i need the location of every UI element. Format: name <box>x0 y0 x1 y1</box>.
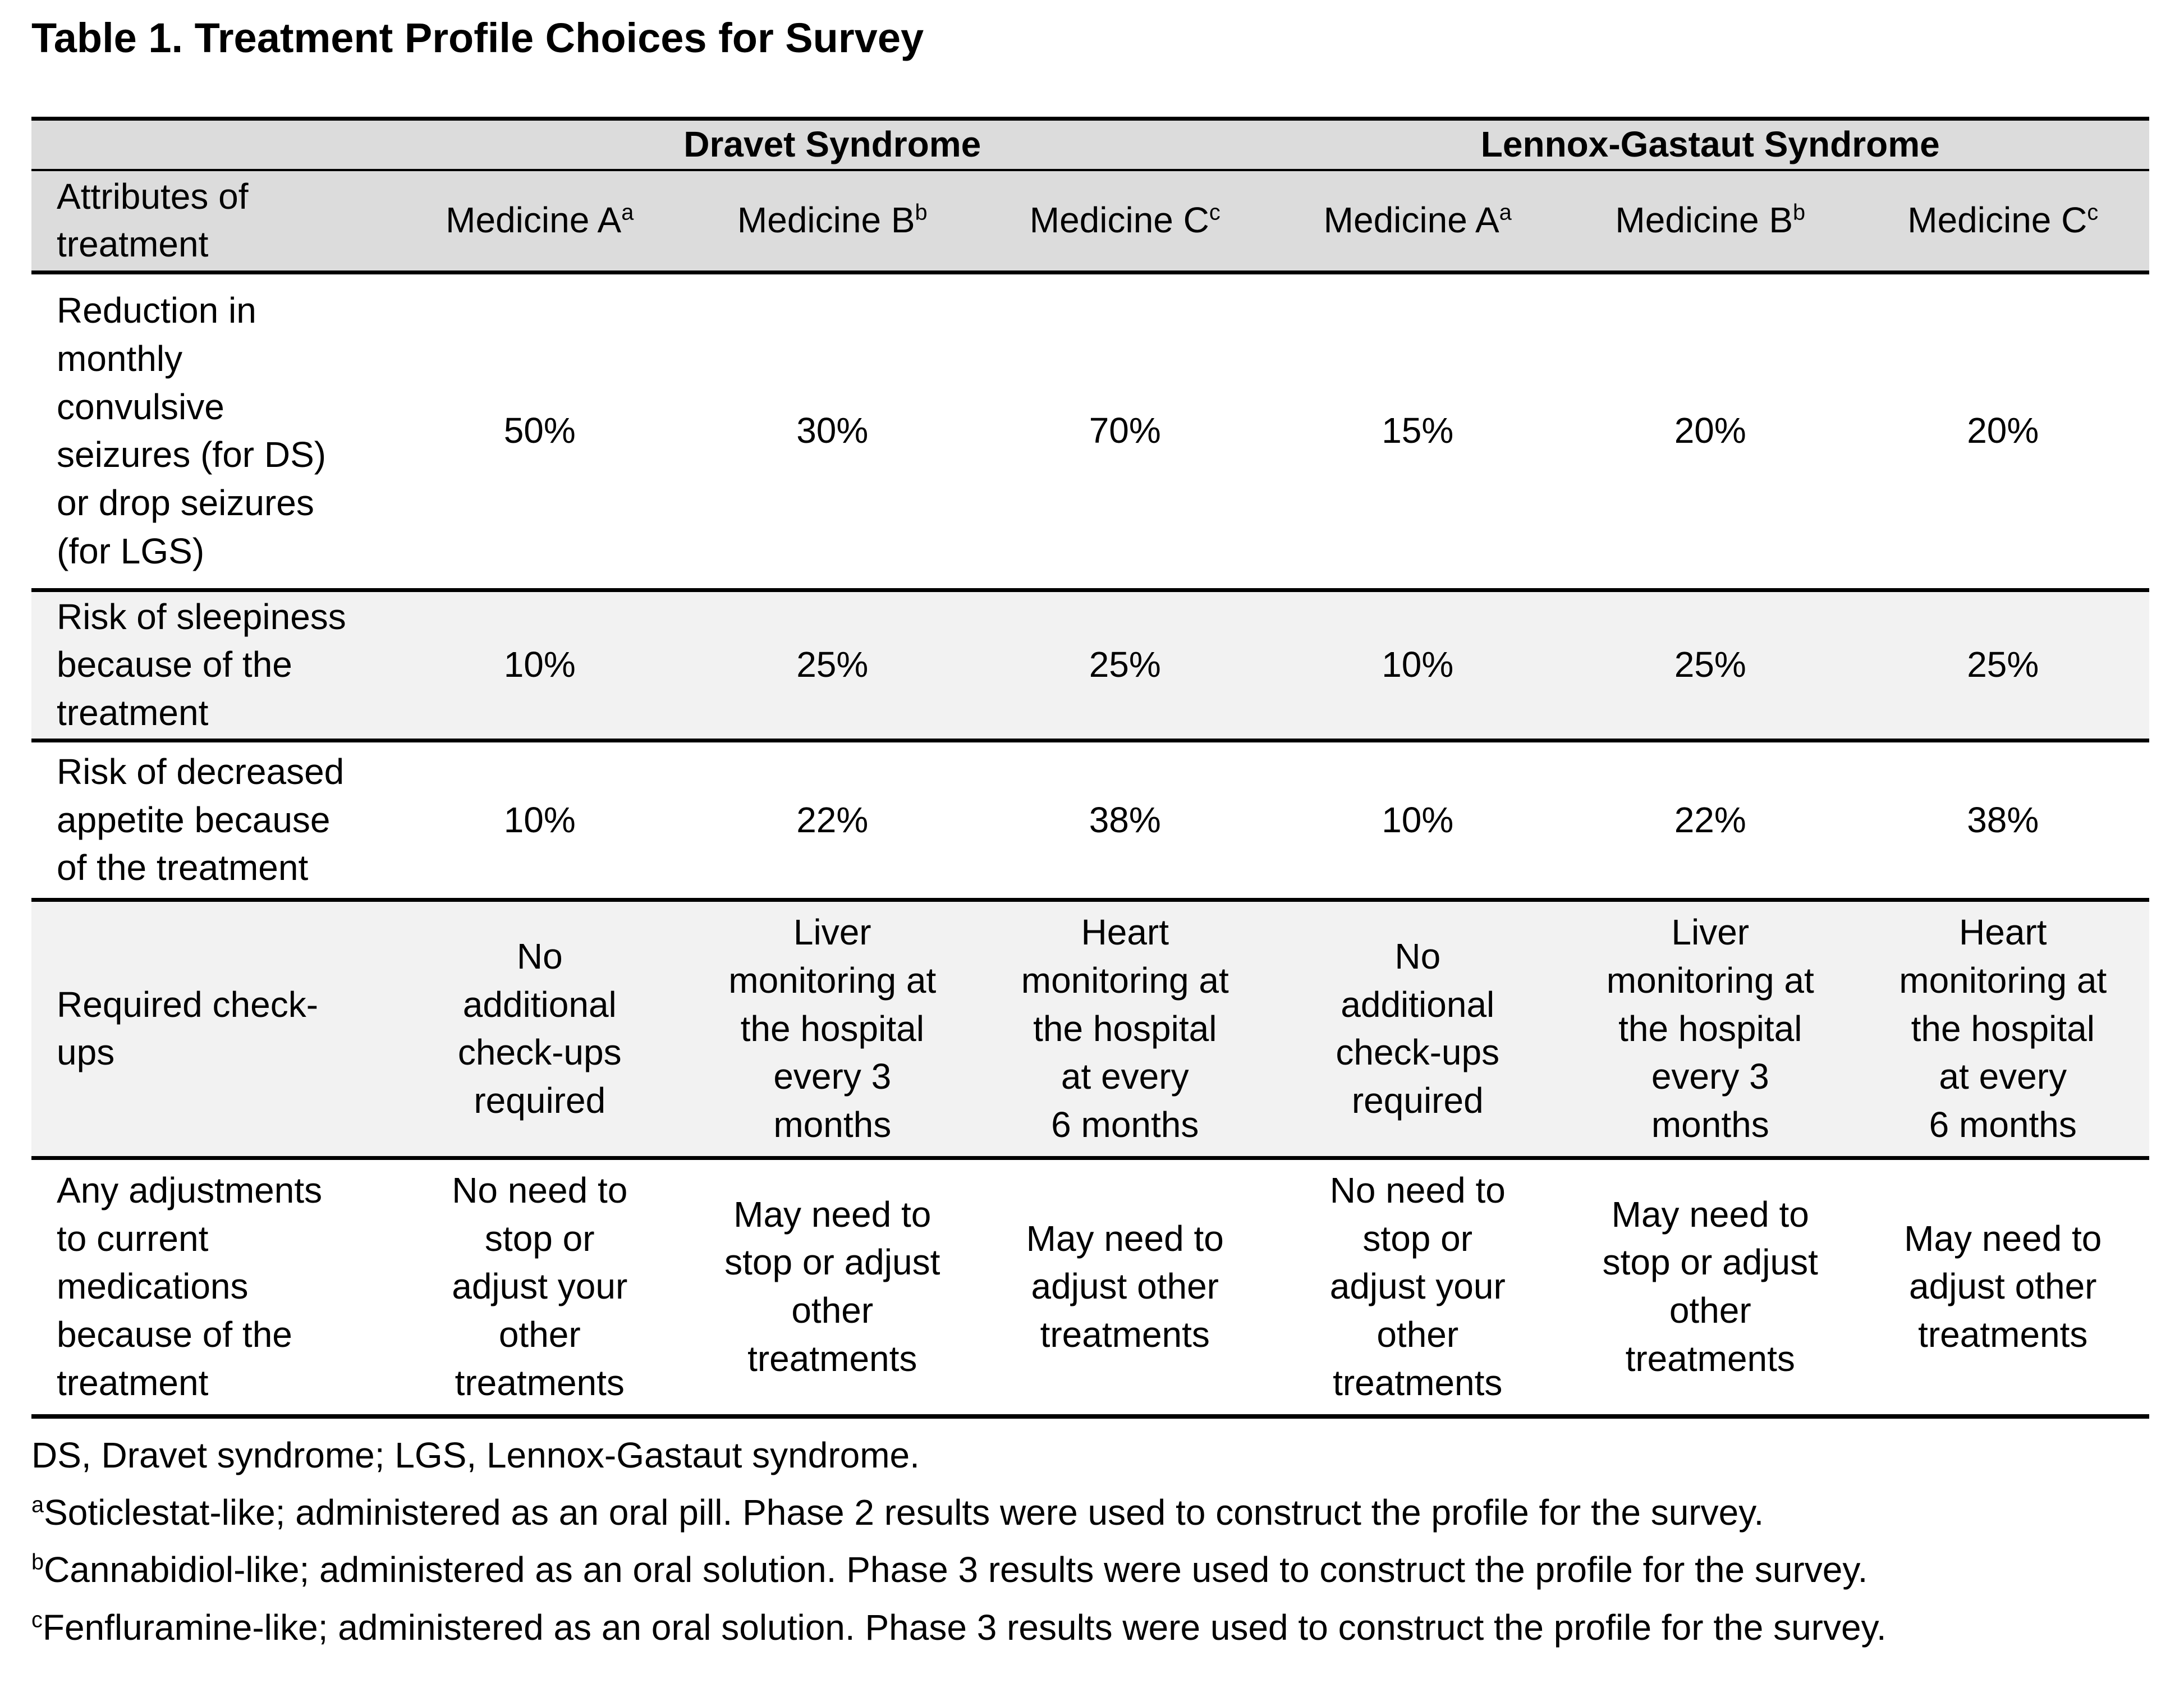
cell-value: 10% <box>393 590 686 742</box>
cell-value: 70% <box>979 272 1272 592</box>
cell-value: No additional check-ups required <box>393 900 686 1160</box>
cell-value: May need to adjust other treatments <box>1904 1218 2102 1355</box>
footnote-text: Fenfluramine-like; administered as an or… <box>42 1607 1887 1648</box>
row-attribute: Any adjustments to current medications b… <box>57 1170 323 1403</box>
group-header-lennox-gastaut-syndrome: Lennox-Gastaut Syndrome <box>1271 118 2149 171</box>
cell-value: 25% <box>1564 590 1857 742</box>
footnotes: DS, Dravet syndrome; LGS, Lennox-Gastaut… <box>31 1427 2149 1657</box>
footnote-text: Cannabidiol-like; administered as an ora… <box>44 1549 1868 1590</box>
footnote-marker: c <box>1209 200 1221 226</box>
cell-value: 22% <box>1564 740 1857 902</box>
footnote-abbreviations: DS, Dravet syndrome; LGS, Lennox-Gastaut… <box>31 1427 2149 1484</box>
table-row-sleepiness-risk: Risk of sleepiness because of the treatm… <box>31 590 2149 742</box>
cell-value: May need to adjust other treatments <box>1026 1218 1224 1355</box>
footnote-marker: b <box>1793 200 1806 226</box>
cell-value: 38% <box>979 740 1272 902</box>
row-attribute: Risk of decreased appetite because of th… <box>31 740 393 902</box>
cell-value: 25% <box>979 590 1272 742</box>
cell-value: 20% <box>1564 272 1857 592</box>
cell-value: 50% <box>393 272 686 592</box>
footnote-medicine-b: bCannabidiol-like; administered as an or… <box>31 1541 2149 1598</box>
table-row-medication-adjustments: Any adjustments to current medications b… <box>31 1158 2149 1416</box>
footnote-marker: b <box>915 200 928 226</box>
medicine-name: Medicine A <box>446 200 622 241</box>
footnote-marker: a <box>621 200 634 226</box>
row-attribute: Risk of sleepiness because of the treatm… <box>31 590 393 742</box>
row-attribute: Reduction in monthly convulsive seizures… <box>31 272 393 592</box>
cell-value: 38% <box>1856 740 2149 902</box>
table-row-appetite-risk: Risk of decreased appetite because of th… <box>31 740 2149 902</box>
cell-value: 20% <box>1856 272 2149 592</box>
corner-cell <box>31 118 393 171</box>
medicine-a-ds-header: Medicine Aa <box>393 169 686 275</box>
cell-value: Heart monitoring at the hospital at ever… <box>1856 900 2149 1160</box>
cell-value: No need to stop or adjust your other tre… <box>1329 1170 1506 1403</box>
row-attribute: Required check- ups <box>31 900 393 1160</box>
cell-value: Liver monitoring at the hospital every 3… <box>1564 900 1857 1160</box>
medicine-name: Medicine B <box>737 200 915 241</box>
footnote-marker: a <box>31 1492 44 1517</box>
cell-value: 25% <box>1856 590 2149 742</box>
cell-value: May need to stop or adjust other treatme… <box>1602 1194 1818 1379</box>
footnote-marker: b <box>31 1550 44 1575</box>
medicine-name: Medicine C <box>1907 200 2087 241</box>
cell-value: No additional check-ups required <box>1271 900 1564 1160</box>
cell-value: May need to stop or adjust other treatme… <box>724 1194 940 1379</box>
syndrome-group-header-row: Dravet Syndrome Lennox-Gastaut Syndrome <box>31 118 2149 171</box>
medicine-name: Medicine A <box>1323 200 1499 241</box>
document-page: Table 1. Treatment Profile Choices for S… <box>0 13 2184 1656</box>
footnote-marker: c <box>31 1607 43 1632</box>
table-row-required-checkups: Required check- ups No additional check-… <box>31 900 2149 1160</box>
medicine-b-ds-header: Medicine Bb <box>686 169 979 275</box>
medicine-name: Medicine B <box>1615 200 1793 241</box>
footnote-medicine-c: cFenfluramine-like; administered as an o… <box>31 1599 2149 1656</box>
cell-value: 10% <box>1271 590 1564 742</box>
cell-value: 15% <box>1271 272 1564 592</box>
medicine-c-lgs-header: Medicine Cc <box>1856 169 2149 275</box>
cell-value: 10% <box>393 740 686 902</box>
medicine-c-ds-header: Medicine Cc <box>979 169 1272 275</box>
cell-value: 30% <box>686 272 979 592</box>
cell-value: Liver monitoring at the hospital every 3… <box>686 900 979 1160</box>
cell-value: No need to stop or adjust your other tre… <box>452 1170 628 1403</box>
attributes-of-treatment-header: Attributes of treatment <box>31 169 393 275</box>
group-header-dravet-syndrome: Dravet Syndrome <box>393 118 1272 171</box>
cell-value: 22% <box>686 740 979 902</box>
footnote-marker: c <box>2087 200 2099 226</box>
medicine-a-lgs-header: Medicine Aa <box>1271 169 1564 275</box>
medicine-name: Medicine C <box>1029 200 1209 241</box>
footnote-text: Soticlestat-like; administered as an ora… <box>44 1492 1764 1533</box>
footnote-text: DS, Dravet syndrome; LGS, Lennox-Gastaut… <box>31 1434 920 1475</box>
medicine-b-lgs-header: Medicine Bb <box>1564 169 1857 275</box>
table-row-seizure-reduction: Reduction in monthly convulsive seizures… <box>31 272 2149 592</box>
footnote-marker: a <box>1499 200 1512 226</box>
footnote-medicine-a: aSoticlestat-like; administered as an or… <box>31 1484 2149 1541</box>
cell-value: 10% <box>1271 740 1564 902</box>
table-title: Table 1. Treatment Profile Choices for S… <box>31 15 924 61</box>
medicine-header-row: Attributes of treatment Medicine Aa Medi… <box>31 169 2149 275</box>
cell-value: Heart monitoring at the hospital at ever… <box>979 900 1272 1160</box>
cell-value: 25% <box>686 590 979 742</box>
treatment-profile-table: Dravet Syndrome Lennox-Gastaut Syndrome … <box>31 116 2149 1419</box>
